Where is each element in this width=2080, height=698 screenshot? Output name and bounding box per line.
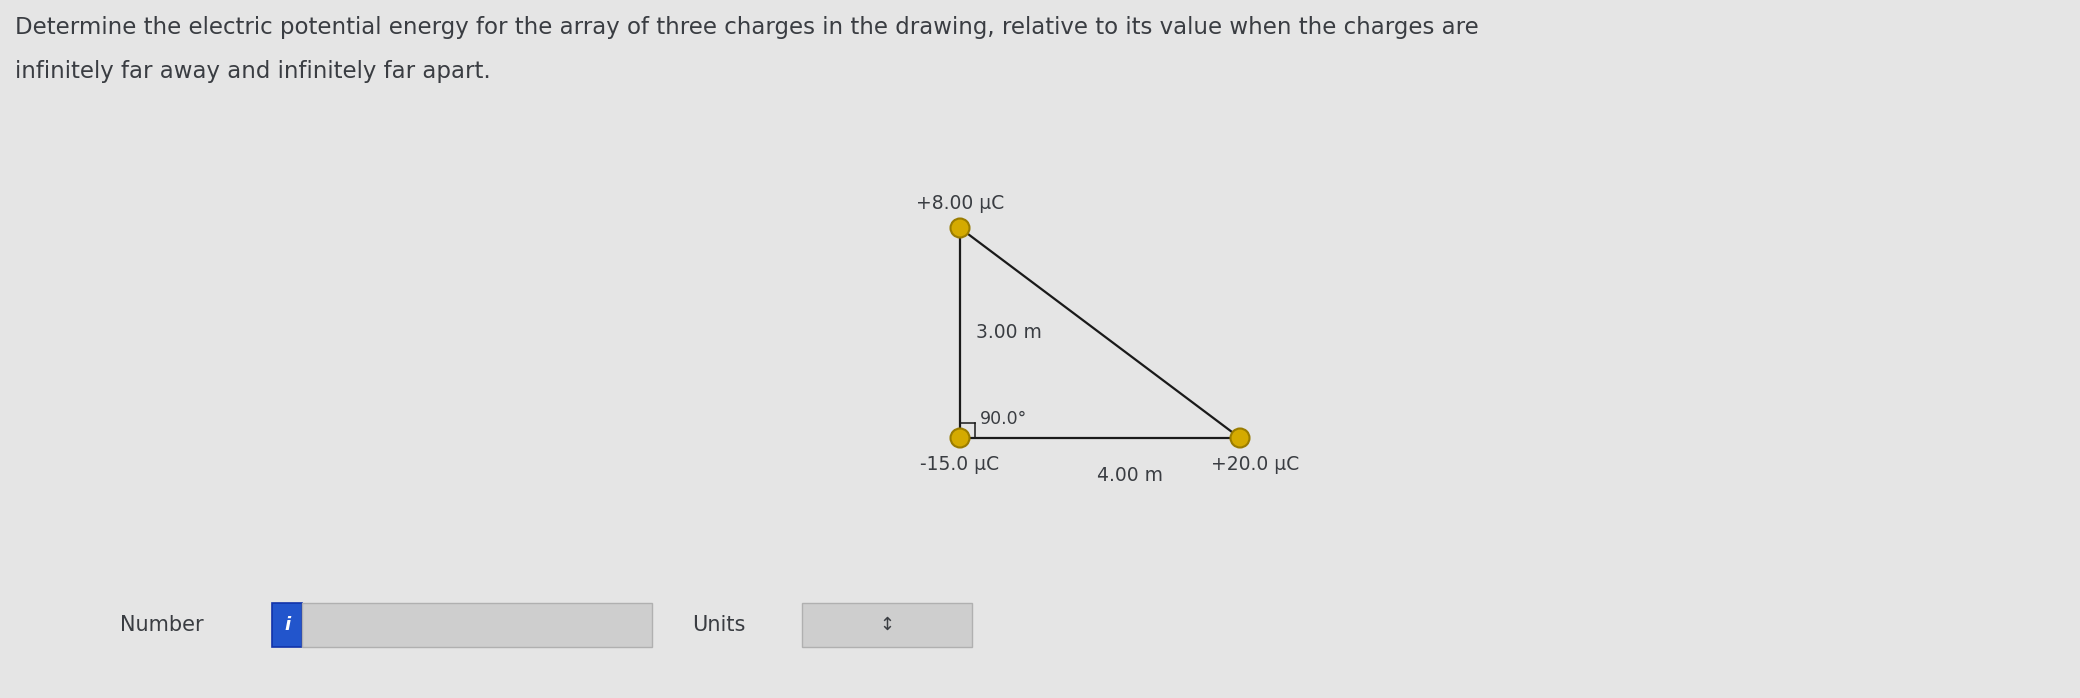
- Circle shape: [1231, 429, 1250, 447]
- Circle shape: [951, 218, 969, 237]
- Text: Determine the electric potential energy for the array of three charges in the dr: Determine the electric potential energy …: [15, 16, 1479, 39]
- Text: ↕: ↕: [880, 616, 894, 634]
- Text: +20.0 μC: +20.0 μC: [1211, 456, 1300, 475]
- Text: 4.00 m: 4.00 m: [1096, 466, 1163, 485]
- Text: Units: Units: [693, 615, 745, 635]
- Circle shape: [951, 429, 969, 447]
- Text: 3.00 m: 3.00 m: [976, 323, 1042, 343]
- FancyBboxPatch shape: [272, 603, 302, 647]
- Text: 90.0°: 90.0°: [980, 410, 1028, 428]
- FancyBboxPatch shape: [302, 603, 651, 647]
- Text: infinitely far away and infinitely far apart.: infinitely far away and infinitely far a…: [15, 60, 491, 83]
- Text: i: i: [285, 616, 289, 634]
- Text: -15.0 μC: -15.0 μC: [921, 456, 1000, 475]
- Text: +8.00 μC: +8.00 μC: [915, 193, 1005, 212]
- FancyBboxPatch shape: [803, 603, 971, 647]
- Text: Number: Number: [121, 615, 204, 635]
